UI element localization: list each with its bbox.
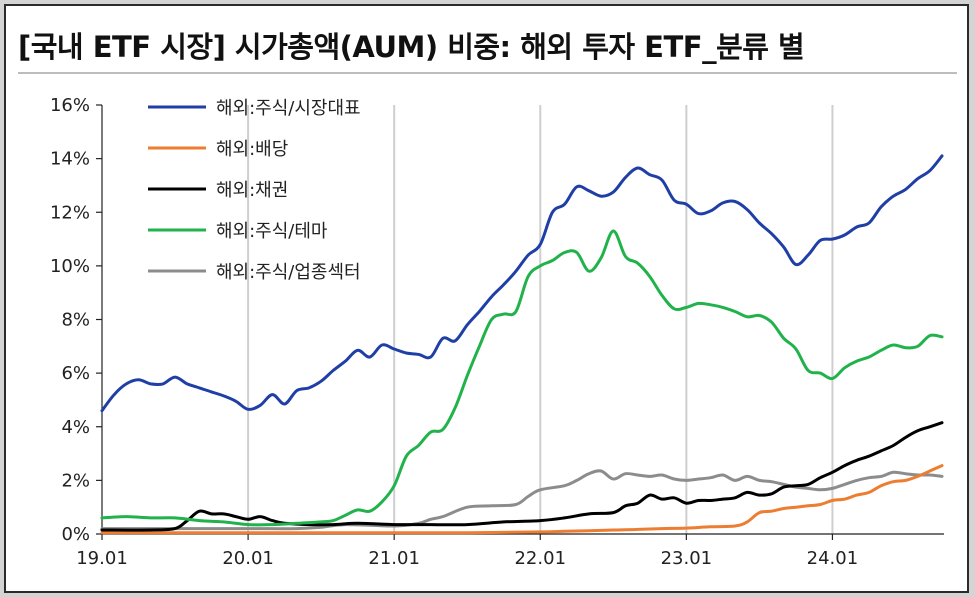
x-tick-label: 19.01 bbox=[76, 548, 128, 569]
y-tick-label: 14% bbox=[50, 149, 90, 170]
series-line-3 bbox=[100, 229, 944, 527]
x-tick-label: 24.01 bbox=[807, 548, 859, 569]
y-tick-label: 8% bbox=[61, 310, 90, 331]
x-tick-label: 23.01 bbox=[661, 548, 713, 569]
y-tick-label: 6% bbox=[61, 363, 90, 384]
y-tick-label: 10% bbox=[50, 256, 90, 277]
series-line-0 bbox=[100, 154, 944, 413]
y-tick-label: 2% bbox=[61, 470, 90, 491]
title-divider bbox=[18, 72, 957, 74]
chart-axes: 0% 2% 4% 6% 8% 10% 12% 14% 16% 19.01 20.01 21.01 22.… bbox=[50, 95, 944, 569]
chart-frame: [국내 ETF 시장] 시가총액(AUM) 비중: 해외 투자 ETF_분류 별… bbox=[4, 4, 969, 593]
x-tick-label: 21.01 bbox=[368, 548, 420, 569]
series-line-4 bbox=[100, 469, 944, 531]
x-tick-label: 20.01 bbox=[222, 548, 274, 569]
series-line-2 bbox=[100, 421, 944, 532]
x-tick-label: 22.01 bbox=[514, 548, 566, 569]
y-tick-label: 16% bbox=[50, 95, 90, 116]
y-tick-label: 0% bbox=[61, 524, 90, 545]
legend-label-4: 해외:주식/업종섹터 bbox=[216, 262, 361, 283]
series-line-1 bbox=[100, 464, 944, 535]
line-chart: 0% 2% 4% 6% 8% 10% 12% 14% 16% 19.01 20.01 21.01 22.… bbox=[50, 95, 944, 569]
legend-label-2: 해외:채권 bbox=[216, 180, 288, 201]
vertical-gridlines bbox=[247, 105, 834, 534]
series-layer bbox=[100, 154, 944, 535]
legend-label-1: 해외:배당 bbox=[216, 139, 288, 160]
chart-title: [국내 ETF 시장] 시가총액(AUM) 비중: 해외 투자 ETF_분류 별 bbox=[18, 30, 805, 64]
y-tick-label: 12% bbox=[50, 202, 90, 223]
legend-label-0: 해외:주식/시장대표 bbox=[216, 98, 361, 119]
y-tick-label: 4% bbox=[61, 417, 90, 438]
legend-label-3: 해외:주식/테마 bbox=[216, 221, 328, 242]
